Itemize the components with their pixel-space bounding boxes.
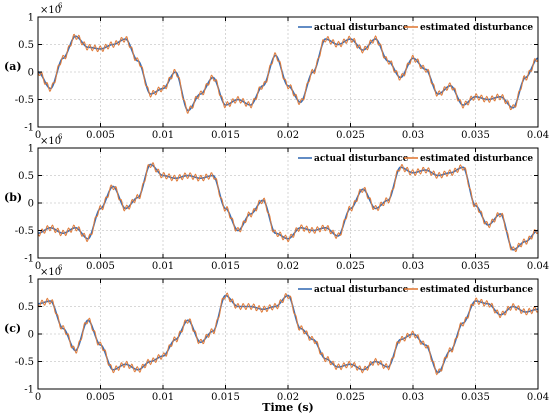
x-tick-label: 0.035 bbox=[461, 130, 490, 141]
x-tick-label: 0.025 bbox=[336, 261, 365, 272]
x-tick-label: 0.015 bbox=[211, 392, 240, 403]
subplot-b: 0 0.005 0.01 0.015 0.02 0.025 0.03 0.035 0.04 -1 -… bbox=[4, 133, 549, 272]
x-tick-label: 0.01 bbox=[152, 261, 174, 272]
x-tick-label: 0.005 bbox=[86, 261, 115, 272]
x-tick-label: 0.03 bbox=[402, 392, 424, 403]
x-tick-label: 0.035 bbox=[461, 261, 490, 272]
x-tick-label: 0.005 bbox=[86, 392, 115, 403]
x-tick-label: 0.01 bbox=[152, 392, 174, 403]
y-tick-label: -1 bbox=[24, 123, 34, 134]
legend-label-estimated: estimated disturbance bbox=[420, 154, 533, 164]
x-tick-label: 0.04 bbox=[527, 392, 549, 403]
panel-label: (a) bbox=[4, 60, 22, 73]
legend-label-actual: actual disturbance bbox=[314, 285, 409, 295]
y-tick-label: 0 bbox=[28, 330, 34, 341]
y-tick-label: -0.5 bbox=[15, 226, 34, 237]
x-tick-label: 0.015 bbox=[211, 130, 240, 141]
y-tick-label: 1 bbox=[28, 144, 34, 155]
legend-label-actual: actual disturbance bbox=[314, 23, 409, 33]
x-tick-label: 0.01 bbox=[152, 130, 174, 141]
x-tick-label: 0.03 bbox=[402, 130, 424, 141]
legend-label-estimated: estimated disturbance bbox=[420, 23, 533, 33]
x-tick-label: 0 bbox=[35, 261, 41, 272]
x-tick-label: 0.02 bbox=[277, 261, 299, 272]
y-axis-exponent-power: 6 bbox=[58, 2, 63, 10]
y-axis-exponent: ×10 bbox=[40, 267, 61, 278]
series-estimated-disturbance-line bbox=[37, 292, 539, 376]
x-tick-label: 0.005 bbox=[86, 130, 115, 141]
legend-label-estimated: estimated disturbance bbox=[420, 285, 533, 295]
y-axis-exponent: ×10 bbox=[40, 5, 61, 16]
y-tick-label: 0 bbox=[28, 199, 34, 210]
x-tick-label: 0.025 bbox=[336, 392, 365, 403]
x-tick-label: 0.03 bbox=[402, 261, 424, 272]
x-tick-label: 0.015 bbox=[211, 261, 240, 272]
series-estimated-disturbance-line bbox=[37, 33, 539, 114]
subplot-a: 0 0.005 0.01 0.015 0.02 0.025 0.03 0.035 0.04 -1 -… bbox=[4, 2, 549, 141]
x-tick-label: 0 bbox=[35, 130, 41, 141]
y-tick-label: 1 bbox=[28, 275, 34, 286]
x-tick-label: 0.025 bbox=[336, 130, 365, 141]
x-tick-label: 0.04 bbox=[527, 261, 549, 272]
y-tick-label: 0.5 bbox=[18, 40, 34, 51]
y-tick-label: 0 bbox=[28, 68, 34, 79]
subplot-c: 0 0.005 0.01 0.015 0.02 0.025 0.03 0.035 0.04 -1 -… bbox=[4, 264, 549, 403]
series-actual-disturbance-line bbox=[37, 163, 539, 251]
y-tick-label: -1 bbox=[24, 254, 34, 265]
series-actual-disturbance-line bbox=[37, 35, 539, 112]
series-estimated-disturbance-line bbox=[37, 161, 539, 253]
x-tick-label: 0 bbox=[35, 392, 41, 403]
x-tick-label: 0.035 bbox=[461, 392, 490, 403]
y-tick-label: 0.5 bbox=[18, 302, 34, 313]
y-tick-label: 1 bbox=[28, 13, 34, 24]
y-tick-label: -1 bbox=[24, 385, 34, 396]
x-tick-label: 0.04 bbox=[527, 130, 549, 141]
x-axis-label: Time (s) bbox=[262, 401, 313, 414]
x-tick-label: 0.02 bbox=[277, 392, 299, 403]
y-tick-label: 0.5 bbox=[18, 171, 34, 182]
y-axis-exponent: ×10 bbox=[40, 136, 61, 147]
panel-label: (b) bbox=[4, 191, 22, 204]
y-axis-exponent-power: 6 bbox=[58, 133, 63, 141]
y-axis-exponent-power: 6 bbox=[58, 264, 63, 272]
legend-label-actual: actual disturbance bbox=[314, 154, 409, 164]
series-actual-disturbance-line bbox=[37, 294, 539, 374]
y-tick-label: -0.5 bbox=[15, 95, 34, 106]
panel-label: (c) bbox=[4, 322, 21, 335]
y-tick-label: -0.5 bbox=[15, 357, 34, 368]
x-tick-label: 0.02 bbox=[277, 130, 299, 141]
